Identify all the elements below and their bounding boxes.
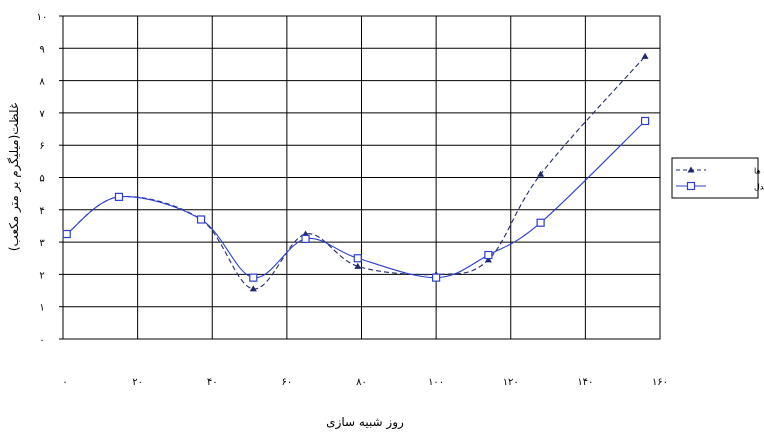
data-point-square: [353, 254, 362, 263]
data-point-triangle: [249, 285, 257, 292]
x-tick-label: ۸۰: [356, 377, 367, 388]
y-tick-label: ۶: [39, 141, 44, 152]
data-point-triangle: [641, 52, 649, 59]
legend-label-data: داده ها: [754, 167, 764, 176]
y-tick-label: ۲: [39, 270, 44, 281]
x-axis-ticks: ۰ ۲۰ ۴۰ ۶۰ ۸۰ ۱۰۰ ۱۲۰ ۱۴۰ ۱۶۰: [62, 377, 668, 388]
y-tick-label: ۱: [39, 303, 44, 314]
x-tick-label: ۲۰: [132, 377, 143, 388]
series-line: [66, 120, 646, 279]
data-point-square: [62, 229, 71, 239]
legend-label-model: نتایج مدل: [754, 183, 764, 192]
y-tick-label: ۴: [39, 206, 44, 217]
x-tick-label: ۴۰: [207, 377, 218, 388]
x-tick-label: ۱۶۰: [652, 377, 668, 388]
data-point-triangle: [537, 170, 545, 177]
data-point-square: [536, 218, 545, 227]
gridlines: [63, 16, 660, 339]
x-tick-label: ۰: [62, 377, 67, 388]
y-tick-label: ۹: [39, 44, 44, 55]
y-tick-label: ۷: [39, 109, 45, 120]
legend-box: [671, 157, 759, 199]
legend-marker-square: [686, 181, 696, 191]
x-tick-label: ۱۲۰: [503, 377, 519, 388]
data-point-square: [249, 273, 258, 282]
data-point-square: [432, 273, 441, 282]
series-line: [66, 56, 646, 290]
y-axis-ticks: ۰ ۱ ۲ ۳ ۴ ۵ ۶ ۷ ۸ ۹ ۱۰: [37, 12, 63, 346]
data-point-triangle: [484, 256, 492, 263]
y-tick-label: ۳: [39, 238, 45, 249]
x-tick-label: ۱۴۰: [577, 377, 593, 388]
data-point-square: [484, 250, 493, 260]
data-point-square: [196, 215, 206, 224]
data-point-square: [301, 234, 310, 243]
x-axis-title: روز شبیه سازی: [326, 415, 404, 430]
data-point-square: [114, 192, 124, 201]
x-tick-label: ۶۰: [282, 377, 293, 388]
legend: داده ها نتایج مدل: [671, 157, 764, 199]
legend-marker-triangle: [687, 166, 695, 173]
y-tick-label: ۸: [39, 77, 45, 88]
y-axis-title: غلظت(میلیگرم بر متر مکعب): [7, 103, 22, 251]
x-tick-label: ۱۰۰: [428, 377, 444, 388]
y-tick-label: ۰: [39, 335, 44, 346]
y-tick-label: ۵: [39, 174, 44, 185]
data-point-square: [640, 116, 650, 126]
y-tick-label: ۱۰: [37, 12, 48, 23]
series-layer: [62, 52, 650, 292]
data-point-triangle: [354, 262, 362, 269]
series-2: [62, 116, 650, 282]
